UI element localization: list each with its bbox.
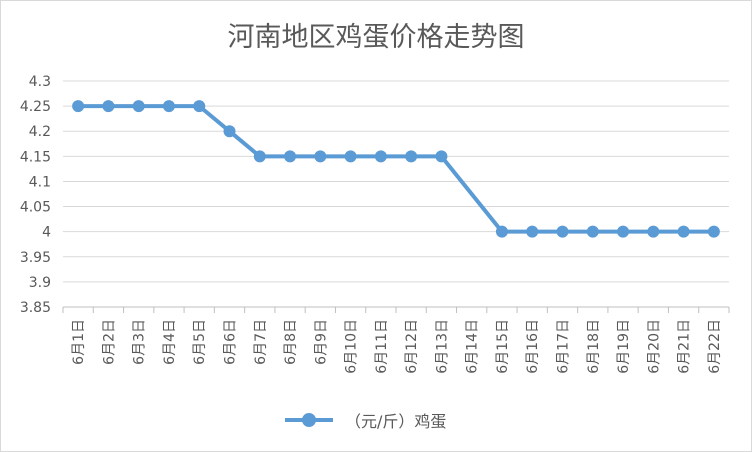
y-tick-label: 4.3 xyxy=(29,74,51,90)
y-tick-label: 4.1 xyxy=(29,174,51,190)
x-tick-label: 6月19日 xyxy=(616,319,632,374)
x-tick-label: 6月22日 xyxy=(707,319,723,374)
data-point xyxy=(132,100,145,113)
x-tick-label: 6月10日 xyxy=(344,319,360,374)
x-tick-label: 6月20日 xyxy=(646,319,662,374)
x-tick-label: 6月12日 xyxy=(404,319,420,374)
x-tick-label: 6月16日 xyxy=(525,319,541,374)
x-tick-label: 6月7日 xyxy=(253,319,269,365)
data-point xyxy=(314,150,327,163)
x-tick-label: 6月21日 xyxy=(677,319,693,374)
x-tick-label: 6月14日 xyxy=(465,319,481,374)
y-tick-label: 4.25 xyxy=(20,99,51,115)
data-point xyxy=(526,225,539,238)
data-point xyxy=(102,100,115,113)
data-point xyxy=(344,150,357,163)
data-point xyxy=(162,100,175,113)
x-tick-label: 6月18日 xyxy=(586,319,602,374)
y-tick-label: 3.85 xyxy=(20,300,51,316)
x-tick-label: 6月11日 xyxy=(374,319,390,374)
x-tick-label: 6月17日 xyxy=(556,319,572,374)
data-point xyxy=(284,150,297,163)
y-tick-label: 4.2 xyxy=(29,124,51,140)
y-tick-label: 3.95 xyxy=(20,250,51,266)
data-point xyxy=(253,150,266,163)
data-point xyxy=(677,225,690,238)
x-tick-label: 6月8日 xyxy=(283,319,299,365)
legend-series-label: （元/斤）鸡蛋 xyxy=(345,412,447,431)
y-tick-label: 3.9 xyxy=(29,275,51,291)
y-tick-label: 4 xyxy=(42,225,51,241)
data-point xyxy=(374,150,387,163)
data-point xyxy=(435,150,448,163)
data-point xyxy=(405,150,418,163)
x-tick-label: 6月3日 xyxy=(132,319,148,365)
x-tick-label: 6月15日 xyxy=(495,319,511,374)
chart-title: 河南地区鸡蛋价格走势图 xyxy=(227,22,525,53)
data-point xyxy=(707,225,720,238)
data-point xyxy=(223,125,236,138)
data-point xyxy=(495,225,508,238)
data-point xyxy=(586,225,599,238)
data-point xyxy=(72,100,85,113)
chart-legend: （元/斤）鸡蛋 xyxy=(281,407,446,433)
data-point xyxy=(193,100,206,113)
x-tick-label: 6月13日 xyxy=(434,319,450,374)
data-point xyxy=(617,225,630,238)
y-tick-label: 4.15 xyxy=(20,149,51,165)
data-point xyxy=(556,225,569,238)
y-tick-label: 4.05 xyxy=(20,200,51,216)
series-line xyxy=(76,104,716,234)
x-tick-label: 6月2日 xyxy=(101,319,117,365)
legend-series-marker xyxy=(281,407,337,433)
x-tick-label: 6月5日 xyxy=(192,319,208,365)
data-point xyxy=(647,225,660,238)
x-tick-label: 6月6日 xyxy=(223,319,239,365)
x-tick-label: 6月9日 xyxy=(313,319,329,365)
x-tick-label: 6月4日 xyxy=(162,319,178,365)
x-tick-label: 6月1日 xyxy=(71,319,87,365)
